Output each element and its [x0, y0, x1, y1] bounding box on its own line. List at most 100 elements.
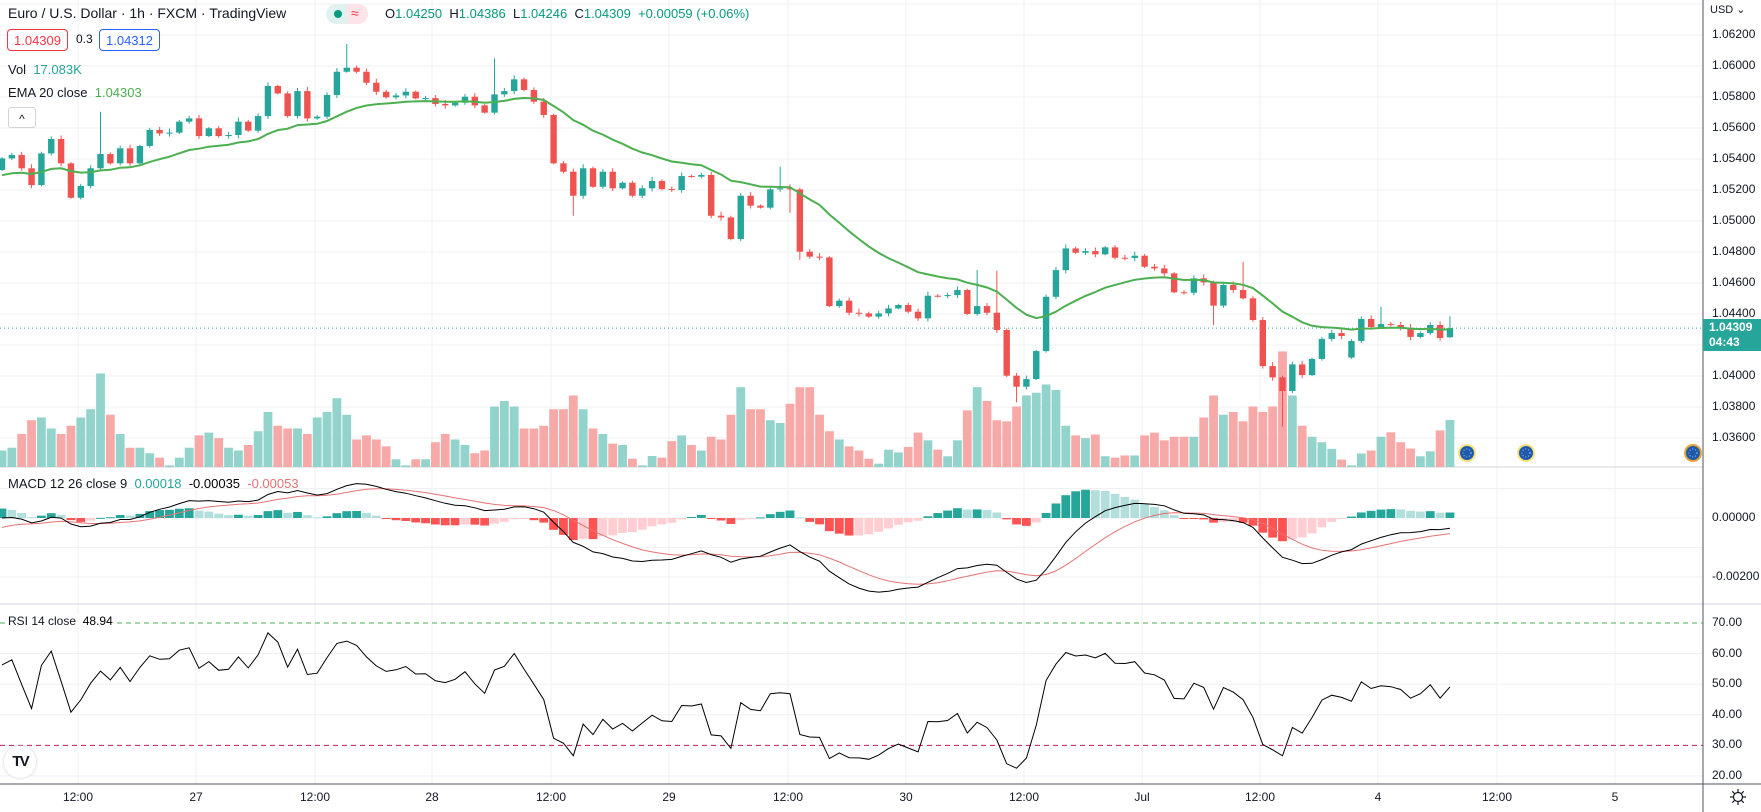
macd-histogram-bar	[775, 511, 785, 518]
currency-selector[interactable]: USD ⌄	[1710, 4, 1746, 16]
candle-body	[1328, 333, 1335, 339]
macd-histogram-bar	[135, 513, 145, 518]
volume-bar	[1120, 455, 1130, 467]
macd-histogram-bar	[1100, 490, 1110, 518]
price-axis-label: 1.05400	[1712, 151, 1756, 165]
volume-bar	[667, 441, 677, 467]
macd-histogram-bar	[972, 509, 982, 518]
macd-histogram-bar	[1169, 515, 1179, 518]
time-axis-label: 5	[1611, 790, 1619, 804]
macd-histogram-bar	[224, 515, 233, 518]
macd-histogram-bar	[1396, 509, 1406, 518]
macd-histogram-bar	[371, 515, 381, 518]
macd-histogram-bar	[1061, 495, 1071, 518]
volume-bar	[618, 444, 627, 467]
candle-body	[796, 189, 804, 252]
ema-legend[interactable]: EMA 20 close 1.04303	[8, 85, 142, 100]
volume-bar	[1347, 465, 1356, 467]
candle-body	[314, 116, 321, 119]
settings-gear-icon[interactable]	[1729, 788, 1747, 811]
price-axis-label: 1.03800	[1712, 399, 1756, 413]
candle-body	[905, 305, 912, 312]
volume-label: Vol	[8, 62, 27, 77]
macd-histogram-bar	[746, 518, 755, 519]
last-price-label: 1.04309 04:43	[1703, 319, 1761, 351]
rsi-legend[interactable]: RSI 14 close 48.94	[8, 614, 116, 628]
candle-body	[1407, 327, 1414, 337]
volume-bar	[608, 443, 618, 467]
macd-legend[interactable]: MACD 12 26 close 9 0.00018 -0.00035 -0.0…	[8, 476, 299, 491]
volume-bar	[1051, 389, 1061, 467]
candle-body	[1358, 318, 1365, 341]
volume-bar	[1199, 417, 1209, 467]
macd-histogram-bar	[105, 517, 115, 519]
volume-bar	[726, 414, 736, 467]
candle-body	[983, 306, 991, 313]
candle-body	[274, 85, 281, 94]
time-axis-label: Jul	[1134, 790, 1150, 804]
chevron-up-icon: ^	[19, 112, 25, 126]
macd-histogram-bar	[7, 510, 17, 518]
buy-button[interactable]: 1.04312	[99, 29, 160, 51]
macd-histogram-bar	[953, 508, 962, 518]
candle-body	[402, 91, 410, 96]
time-axis-label: 12:00	[772, 790, 804, 804]
volume-bar	[263, 411, 273, 467]
volume-bar	[1179, 436, 1189, 467]
volume-bar	[194, 435, 204, 467]
volume-bar	[933, 449, 943, 467]
macd-histogram-bar	[1228, 518, 1238, 522]
volume-bar	[1228, 411, 1238, 467]
volume-bar	[293, 428, 302, 467]
macd-histogram-bar	[1130, 499, 1140, 518]
macd-histogram-bar	[559, 518, 568, 535]
volume-bar	[371, 439, 381, 467]
candle-body	[826, 257, 833, 307]
macd-histogram-bar	[1297, 518, 1307, 538]
macd-histogram-bar	[815, 518, 824, 525]
macd-histogram-bar	[1238, 518, 1248, 523]
volume-bar	[0, 450, 7, 467]
macd-histogram-bar	[27, 516, 36, 518]
volume-bar	[1130, 455, 1140, 467]
candle-body	[1141, 255, 1148, 267]
tradingview-logo[interactable]: TV	[4, 746, 36, 778]
macd-histogram-bar	[549, 518, 558, 530]
macd-histogram-bar	[234, 514, 243, 518]
candle-body	[914, 311, 922, 319]
macd-histogram-bar	[480, 518, 490, 526]
volume-bar	[1297, 425, 1307, 467]
market-status-pill[interactable]: ≈	[326, 4, 368, 24]
rsi-axis-label: 30.00	[1712, 737, 1743, 752]
collapse-legend-button[interactable]: ^	[8, 107, 36, 128]
volume-bar	[381, 446, 391, 467]
eurozone-event-flag-icon[interactable]	[1684, 444, 1702, 467]
volume-bar	[775, 422, 785, 467]
sell-button[interactable]: 1.04309	[7, 29, 68, 51]
macd-histogram-bar	[440, 518, 450, 526]
macd-histogram-bar	[628, 518, 637, 533]
volume-bar	[96, 373, 105, 467]
time-axis-label: 12:00	[1008, 790, 1040, 804]
volume-bar	[1071, 435, 1081, 467]
eurozone-event-flag-icon[interactable]	[1458, 444, 1476, 467]
symbol-title[interactable]: Euro / U.S. Dollar · 1h · FXCM · Trading…	[8, 5, 287, 21]
volume-bar	[204, 432, 214, 467]
macd-histogram-bar	[66, 518, 76, 521]
candle-body	[1102, 247, 1109, 255]
candle-body	[107, 154, 114, 164]
time-axis-label: 12:00	[299, 790, 331, 804]
candle-body	[77, 185, 84, 198]
volume-bar	[913, 432, 923, 467]
volume-bar	[115, 433, 125, 467]
candle-body	[1042, 296, 1050, 352]
eurozone-event-flag-icon[interactable]	[1517, 444, 1535, 467]
candle-body	[67, 163, 75, 198]
macd-histogram-bar	[1199, 518, 1209, 520]
volume-legend[interactable]: Vol 17.083K	[8, 62, 82, 77]
rsi-value: 48.94	[82, 614, 113, 628]
volume-bar	[7, 447, 17, 467]
volume-bar	[1041, 384, 1051, 467]
high-value: 1.04386	[458, 6, 506, 21]
